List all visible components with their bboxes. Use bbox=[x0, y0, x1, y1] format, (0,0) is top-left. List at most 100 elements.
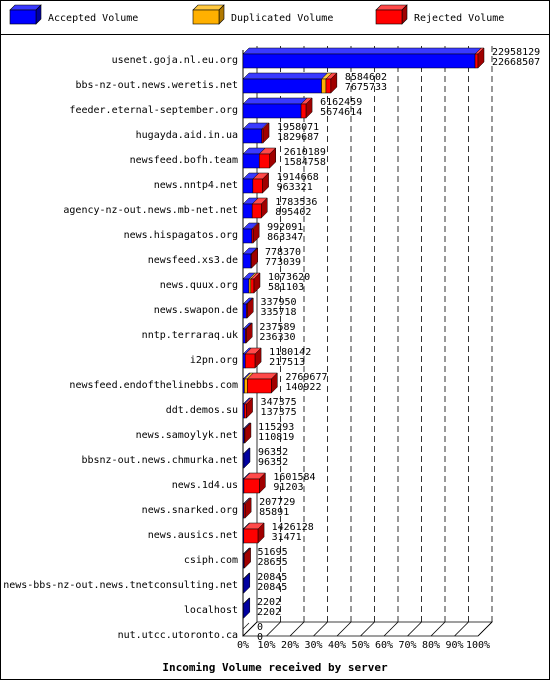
accepted-value-label: 137375 bbox=[261, 407, 297, 418]
x-tick-label: 70% bbox=[398, 640, 416, 651]
bar-accepted-volume bbox=[242, 122, 269, 144]
x-tick-label: 60% bbox=[375, 640, 393, 651]
floor-tick bbox=[407, 621, 422, 637]
x-tick-label: 100% bbox=[466, 640, 490, 651]
accepted-value-label: 91203 bbox=[273, 482, 303, 493]
bar-accepted-volume bbox=[242, 72, 329, 94]
accepted-value-label: 236330 bbox=[259, 332, 295, 343]
accepted-value-label: 863347 bbox=[267, 232, 303, 243]
floor-tick bbox=[360, 621, 375, 637]
accepted-value-label: 22668507 bbox=[492, 57, 540, 68]
bar-side bbox=[262, 172, 269, 194]
floor-tick bbox=[266, 621, 281, 637]
legend-item: Rejected Volume bbox=[375, 4, 504, 25]
total-value-label: 51695 bbox=[258, 547, 288, 558]
accepted-value-label: 96352 bbox=[258, 457, 288, 468]
bar-side bbox=[244, 422, 252, 444]
accepted-value-label: 963321 bbox=[277, 182, 313, 193]
bar-rejected-volume bbox=[243, 522, 265, 544]
total-value-label: 96352 bbox=[258, 447, 288, 458]
bar-empty bbox=[242, 622, 250, 630]
bar-side bbox=[244, 547, 251, 569]
accepted-value-label: 1829687 bbox=[277, 132, 319, 143]
total-value-label: 115293 bbox=[258, 422, 294, 433]
bar-accepted-volume bbox=[242, 47, 482, 69]
category-label: news.quux.org bbox=[160, 280, 238, 291]
category-label: ddt.demos.su bbox=[166, 405, 238, 416]
bar-side bbox=[262, 122, 270, 144]
category-label: bbsnz-out.news.chmurka.net bbox=[81, 455, 238, 466]
accepted-value-label: 110819 bbox=[258, 432, 294, 443]
x-tick-label: 40% bbox=[328, 640, 346, 651]
accepted-value-label: 581103 bbox=[268, 282, 304, 293]
floor-tick bbox=[242, 621, 258, 637]
bar-side bbox=[251, 247, 258, 269]
category-label: news.samoylyk.net bbox=[136, 430, 238, 441]
bar-side bbox=[243, 572, 251, 594]
legend-item: Accepted Volume bbox=[9, 4, 138, 25]
total-value-label: 2610189 bbox=[284, 147, 326, 158]
total-value-label: 778370 bbox=[265, 247, 301, 258]
accepted-value-label: 773039 bbox=[265, 257, 301, 268]
total-value-label: 207729 bbox=[259, 497, 295, 508]
accepted-value-label: 1584758 bbox=[284, 157, 326, 168]
category-label: usenet.goja.nl.eu.org bbox=[112, 55, 238, 66]
accepted-value-label: 2202 bbox=[257, 607, 281, 618]
accepted-value-label: 895402 bbox=[275, 207, 311, 218]
bar-side bbox=[254, 347, 262, 369]
plot-area: 0% 10% 20% 30% 40% 50% 60% 70% 80% 90% 100% usenet.… bbox=[3, 46, 540, 651]
category-label: news.ausics.net bbox=[148, 530, 238, 541]
x-tick-label: 0% bbox=[237, 640, 249, 651]
category-label: newsfeed.endofthelinebbs.com bbox=[69, 380, 238, 391]
legend: Accepted Volume Duplicated Volume Rejected… bbox=[9, 4, 504, 25]
total-value-label: 1426128 bbox=[272, 522, 314, 533]
legend-item: Duplicated Volume bbox=[192, 4, 333, 25]
total-value-label: 8584602 bbox=[345, 72, 387, 83]
floor-tick bbox=[477, 621, 493, 637]
floor-tick bbox=[430, 621, 446, 637]
bar-side bbox=[271, 372, 278, 394]
bar-accepted-volume bbox=[242, 97, 308, 119]
total-value-label: 347375 bbox=[261, 397, 297, 408]
bar-side bbox=[246, 297, 254, 319]
category-label: localhost bbox=[184, 605, 238, 616]
x-tick-label: 20% bbox=[281, 640, 299, 651]
category-label: news.hispagatos.org bbox=[124, 230, 238, 241]
legend-label: Duplicated Volume bbox=[231, 13, 333, 24]
x-tick-label: 50% bbox=[351, 640, 369, 651]
bar-side bbox=[253, 272, 261, 294]
accepted-value-label: 28655 bbox=[258, 557, 288, 568]
category-label: csiph.com bbox=[184, 555, 238, 566]
total-value-label: 2769677 bbox=[285, 372, 327, 383]
total-value-label: 1601584 bbox=[273, 472, 315, 483]
x-tick-label: 80% bbox=[422, 640, 440, 651]
x-axis-label: Incoming Volume received by server bbox=[162, 661, 388, 674]
bar-side bbox=[305, 97, 313, 119]
category-label: news.swapon.de bbox=[154, 305, 238, 316]
bar-side bbox=[269, 147, 276, 169]
category-label: news.nntp4.net bbox=[154, 180, 238, 191]
category-label: i2pn.org bbox=[190, 355, 238, 366]
total-value-label: 22958129 bbox=[492, 47, 540, 58]
category-label: hugayda.aid.in.ua bbox=[136, 130, 238, 141]
bar-side bbox=[259, 472, 266, 494]
total-value-label: 0 bbox=[257, 622, 263, 633]
floor-tick bbox=[289, 621, 305, 637]
bar-side bbox=[243, 447, 251, 469]
category-label: feeder.eternal-september.org bbox=[69, 105, 238, 116]
bar-side bbox=[330, 72, 338, 94]
accepted-value-label: 140922 bbox=[285, 382, 321, 393]
floor-tick bbox=[313, 621, 328, 637]
total-value-label: 1914668 bbox=[277, 172, 319, 183]
bar-side bbox=[252, 222, 260, 244]
x-tick-label: 10% bbox=[257, 640, 275, 651]
bar-side bbox=[245, 322, 253, 344]
category-label: news.1d4.us bbox=[172, 480, 238, 491]
total-value-label: 20845 bbox=[257, 572, 287, 583]
accepted-value-label: 217513 bbox=[269, 357, 305, 368]
x-tick-label: 90% bbox=[445, 640, 463, 651]
bar-side bbox=[243, 597, 251, 619]
category-label: agency-nz-out.news.mb-net.net bbox=[63, 205, 238, 216]
bar-side bbox=[261, 197, 268, 219]
